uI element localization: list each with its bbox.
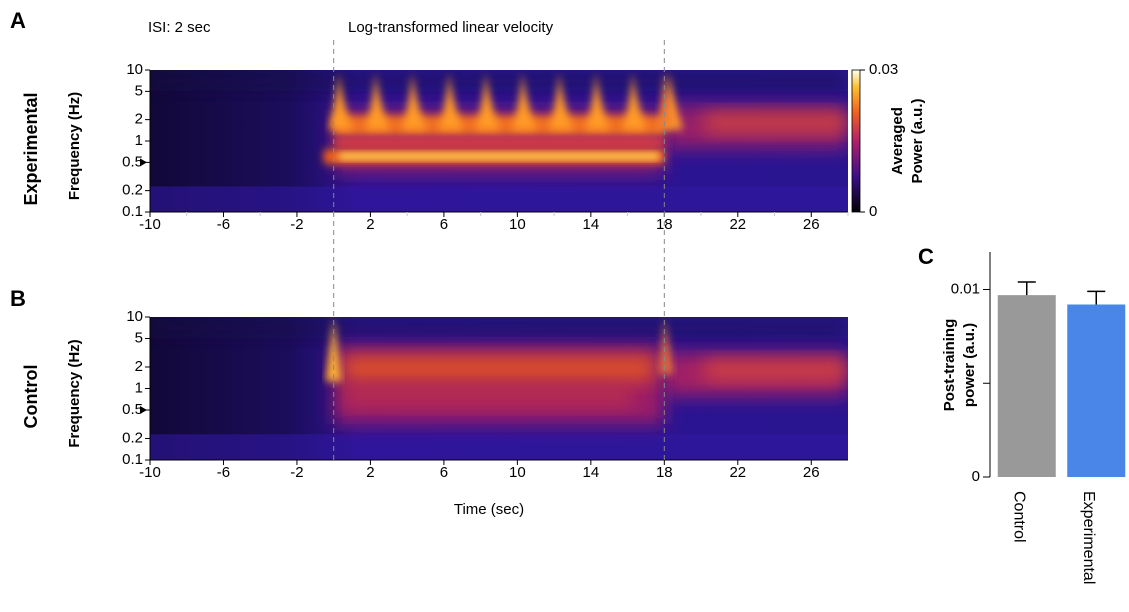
x-tick-label: 18 <box>656 464 673 481</box>
heatmap-spike <box>585 72 610 130</box>
heatmap-spike <box>328 72 353 130</box>
y-tick-label: 5 <box>135 82 143 99</box>
bar <box>997 295 1056 477</box>
x-tick-label: -10 <box>139 216 161 233</box>
x-tick-label: 22 <box>729 464 746 481</box>
heatmap-low-band <box>150 434 848 460</box>
heatmap-spike <box>438 72 463 130</box>
colorbar-label: Averaged <box>889 107 906 175</box>
x-tick-label: 22 <box>729 216 746 233</box>
heatmap-top-dark <box>150 70 848 92</box>
y-axis-label: Post-training <box>941 319 958 412</box>
heatmap-onset-glow <box>658 70 675 127</box>
heatmap-core-low <box>343 385 635 406</box>
x-tick-label: -2 <box>290 216 303 233</box>
heatmap-spike <box>622 72 647 130</box>
frequency-arrow <box>140 406 147 415</box>
y-tick-label: 0.1 <box>122 203 143 220</box>
y-tick-label: 5 <box>135 329 143 346</box>
x-tick-label: 26 <box>803 216 820 233</box>
y-tick-label: 0.5 <box>122 153 143 170</box>
heatmap-spike <box>512 72 537 130</box>
x-tick-label: -6 <box>217 216 230 233</box>
heatmap-spike <box>549 72 574 130</box>
heatmap-onset-glow <box>658 317 675 375</box>
panel-label: B <box>10 286 26 311</box>
panel-label: A <box>10 8 26 33</box>
x-tick-label: -6 <box>217 464 230 481</box>
y-axis-label: Frequency (Hz) <box>66 92 83 200</box>
heatmap-band-mid <box>333 138 665 147</box>
x-tick-label: 2 <box>366 464 374 481</box>
x-tick-label: 26 <box>803 464 820 481</box>
frequency-arrow <box>140 158 147 167</box>
heatmap-band-0-5hz <box>338 153 660 160</box>
y-tick-label: 2 <box>135 111 143 128</box>
y-tick-label: 0 <box>972 468 980 485</box>
x-tick-label: 6 <box>440 464 448 481</box>
heatmap-core <box>343 355 655 382</box>
y-tick-label: 10 <box>126 61 143 78</box>
y-axis-label: Frequency (Hz) <box>66 339 83 447</box>
y-tick-label: 0.01 <box>951 280 980 297</box>
y-tick-label: 10 <box>126 308 143 325</box>
x-tick-label: 14 <box>582 464 599 481</box>
y-tick-label: 0.1 <box>122 451 143 468</box>
colorbar-label: Power (a.u.) <box>909 98 926 183</box>
x-tick-label: 2 <box>366 216 374 233</box>
heatmap <box>150 70 848 212</box>
heatmap <box>150 317 848 460</box>
x-tick-label: -10 <box>139 464 161 481</box>
x-tick-label: 10 <box>509 464 526 481</box>
error-bar <box>1017 281 1036 296</box>
x-tick-label: -2 <box>290 464 303 481</box>
heatmap-spike <box>402 72 427 130</box>
y-tick-label: 0.2 <box>122 182 143 199</box>
y-tick-label: 1 <box>135 132 143 149</box>
x-tick-label: 10 <box>509 216 526 233</box>
x-tick-label: Control <box>1011 491 1028 543</box>
annotation: Log-transformed linear velocity <box>348 19 554 36</box>
heatmap-post-core <box>704 112 848 133</box>
colorbar-tick-label: 0 <box>869 203 877 220</box>
error-bar <box>1087 290 1106 305</box>
y-axis-label: power (a.u.) <box>961 323 978 407</box>
y-tick-label: 0.2 <box>122 429 143 446</box>
row-label: Control <box>21 365 41 429</box>
x-tick-label: Experimental <box>1080 491 1097 584</box>
heatmap-top-dark <box>150 317 848 339</box>
colorbar <box>851 69 861 213</box>
y-tick-label: 1 <box>135 379 143 396</box>
heatmap-spike <box>365 72 390 130</box>
row-label: Experimental <box>21 92 41 205</box>
y-tick-label: 0.5 <box>122 401 143 418</box>
panel-label: C <box>918 244 934 269</box>
heatmap-low-band <box>150 186 848 212</box>
annotation: ISI: 2 sec <box>148 19 211 36</box>
y-tick-label: 2 <box>135 358 143 375</box>
x-axis-label: Time (sec) <box>454 501 524 518</box>
colorbar-tick-label: 0.03 <box>869 61 898 78</box>
bar <box>1067 304 1126 477</box>
x-tick-label: 6 <box>440 216 448 233</box>
heatmap-post-core <box>704 359 848 380</box>
heatmap-spike <box>475 72 500 130</box>
x-tick-label: 14 <box>582 216 599 233</box>
